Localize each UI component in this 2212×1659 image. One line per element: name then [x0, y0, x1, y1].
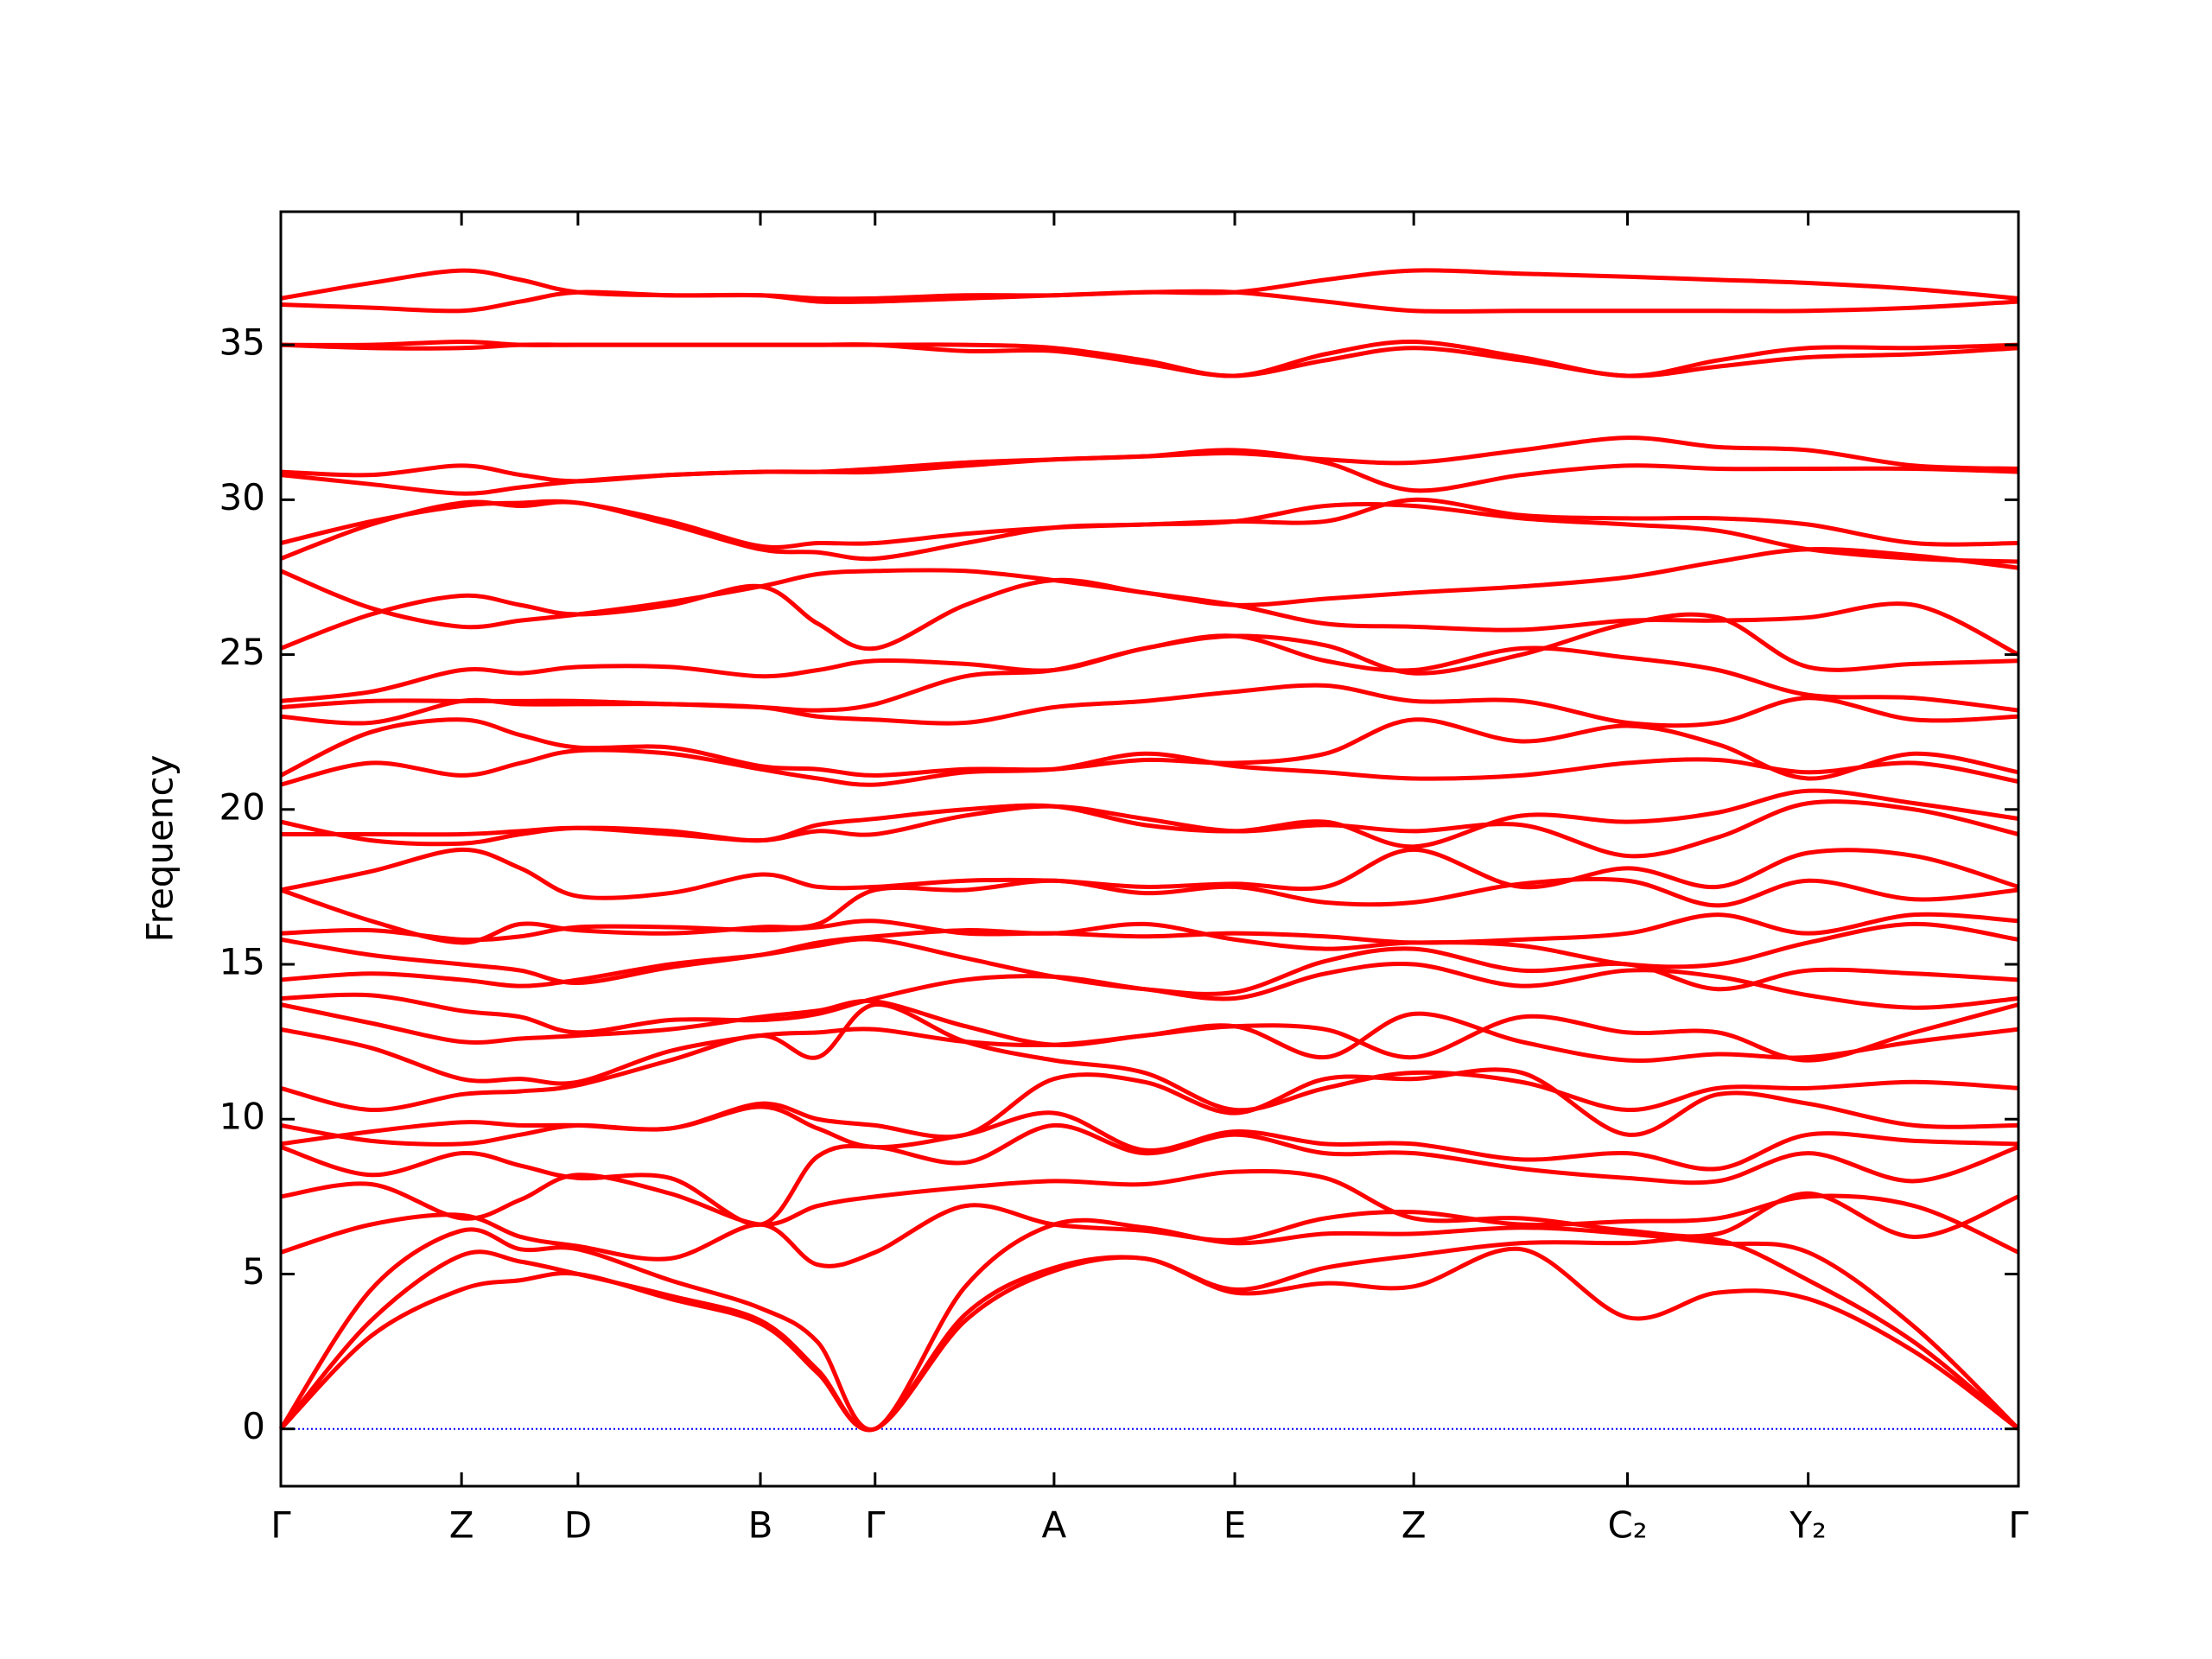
band-line: [280, 912, 2019, 945]
x-tick-label: Γ: [2008, 1504, 2029, 1547]
band-line: [280, 683, 2019, 728]
y-tick-label: 20: [219, 785, 265, 828]
band-line: [280, 577, 2020, 657]
band-line: [280, 1002, 2019, 1113]
band-line: [280, 1193, 2020, 1268]
x-tick-label: Y₂: [1789, 1504, 1827, 1547]
band-line: [279, 1246, 2020, 1433]
band-line: [280, 435, 2019, 484]
band-line: [280, 921, 2019, 986]
x-tick-label: Γ: [270, 1504, 291, 1547]
x-tick-label: Γ: [865, 1504, 886, 1547]
band-line: [280, 612, 2019, 703]
y-tick-label: 5: [242, 1250, 265, 1293]
x-tick-label: D: [564, 1504, 592, 1547]
band-line: [279, 717, 2019, 781]
y-axis-label: Frequency: [139, 755, 181, 943]
y-tick-label: 35: [219, 321, 265, 364]
x-tick-label: B: [748, 1504, 773, 1547]
plot-frame: [279, 210, 2020, 1488]
y-tick-label: 0: [242, 1405, 265, 1447]
band-line: [280, 1104, 2019, 1172]
band-line: [281, 799, 2019, 859]
y-tick-label: 10: [219, 1096, 265, 1138]
band-line: [280, 847, 2019, 900]
band-line: [280, 747, 2019, 787]
band-line: [280, 340, 2019, 378]
y-tick-label: 25: [219, 631, 265, 673]
band-line: [280, 1122, 2019, 1227]
band-line: [279, 1235, 2020, 1433]
band-line: [280, 497, 2019, 550]
x-tick-label: E: [1224, 1504, 1247, 1547]
band-line: [280, 268, 2019, 302]
y-tick-label: 15: [219, 941, 265, 983]
band-line: [280, 1067, 2019, 1147]
x-tick-label: C₂: [1607, 1504, 1647, 1547]
band-line: [280, 289, 2019, 314]
band-line: [280, 788, 2019, 849]
y-tick-label: 30: [219, 476, 265, 518]
x-tick-label: Z: [1402, 1504, 1427, 1547]
x-tick-label: A: [1042, 1504, 1067, 1547]
band-line: [280, 937, 2019, 996]
band-line: [280, 1169, 2019, 1239]
band-line: [280, 547, 2019, 630]
x-tick-label: Z: [449, 1504, 474, 1547]
band-line: [280, 999, 2019, 1063]
